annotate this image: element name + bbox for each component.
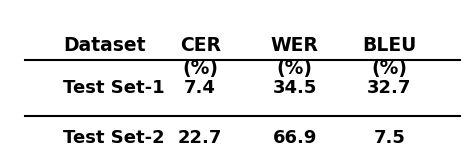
Text: Test Set-2: Test Set-2	[63, 129, 165, 147]
Text: 22.7: 22.7	[178, 129, 222, 147]
Text: Dataset: Dataset	[63, 36, 145, 55]
Text: 34.5: 34.5	[273, 79, 317, 97]
Text: Test Set-1: Test Set-1	[63, 79, 165, 97]
Text: WER
(%): WER (%)	[271, 36, 319, 78]
Text: 7.4: 7.4	[184, 79, 216, 97]
Text: 32.7: 32.7	[367, 79, 412, 97]
Text: CER
(%): CER (%)	[179, 36, 221, 78]
Text: BLEU
(%): BLEU (%)	[362, 36, 416, 78]
Text: 66.9: 66.9	[273, 129, 317, 147]
Text: 7.5: 7.5	[374, 129, 406, 147]
